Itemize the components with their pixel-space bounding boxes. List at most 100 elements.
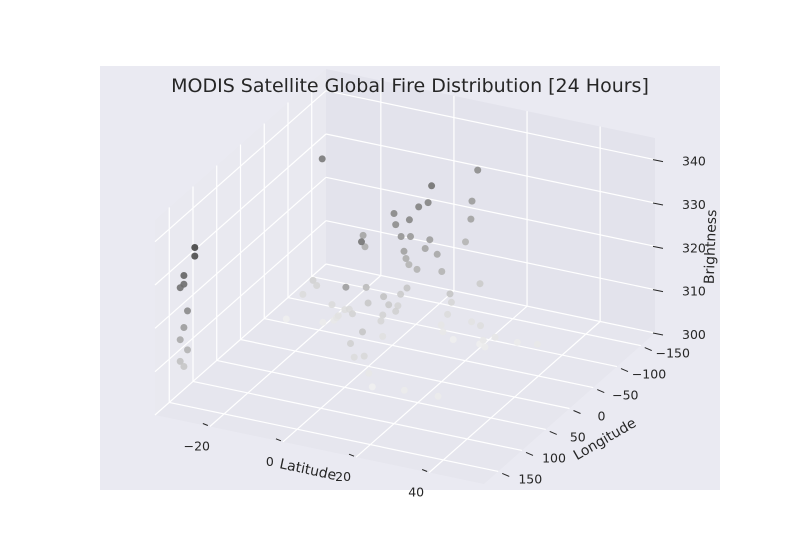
data-point	[180, 280, 188, 288]
data-point	[334, 312, 342, 320]
z-tick	[652, 289, 664, 293]
z-gridline	[325, 133, 656, 204]
data-point	[390, 210, 398, 217]
data-point	[362, 283, 370, 291]
y-tick	[549, 431, 557, 435]
data-point	[350, 353, 358, 361]
x-tick-label: −20	[184, 439, 210, 454]
data-points	[176, 155, 541, 400]
z-gridline	[154, 220, 327, 373]
y-tick	[573, 410, 581, 414]
data-point	[426, 236, 434, 244]
z-gridline	[325, 90, 656, 161]
z-gridline	[325, 176, 656, 247]
data-point	[533, 340, 541, 348]
y-tick-label: −150	[656, 346, 690, 361]
data-point	[299, 290, 307, 298]
chart-title: MODIS Satellite Global Fire Distribution…	[171, 75, 649, 97]
z-tick	[652, 245, 664, 249]
data-point	[434, 392, 442, 400]
data-point	[347, 340, 354, 347]
data-point	[368, 383, 376, 391]
y-tick-label: 100	[542, 450, 566, 465]
data-point	[176, 357, 184, 365]
data-point	[319, 318, 327, 326]
z-tick	[652, 159, 664, 163]
data-point	[479, 336, 487, 344]
data-point	[468, 197, 476, 205]
data-point	[328, 301, 336, 309]
data-point	[437, 321, 445, 329]
data-point	[403, 284, 411, 292]
y-gridline	[216, 359, 546, 431]
data-point	[191, 252, 199, 260]
data-point	[477, 322, 484, 330]
z-gridline	[154, 176, 327, 329]
data-point	[318, 155, 326, 163]
y-tick	[644, 347, 652, 352]
data-point	[474, 166, 482, 174]
data-point	[481, 343, 489, 351]
x-tick	[275, 438, 282, 442]
data-point	[462, 238, 469, 246]
z-gridline	[325, 263, 656, 334]
x-tick-label: 0	[266, 454, 274, 469]
x-tick	[202, 423, 209, 426]
data-point	[349, 310, 356, 318]
data-point	[433, 250, 441, 258]
data-point	[184, 307, 191, 315]
x-tick-label: 20	[335, 469, 351, 484]
x-tick	[421, 469, 428, 472]
data-point	[397, 233, 405, 240]
data-point	[380, 293, 388, 301]
y-tick-label: 150	[518, 471, 542, 486]
z-tick-label: 320	[682, 240, 706, 255]
y-tick	[502, 472, 510, 477]
y-gridline	[264, 317, 594, 389]
data-point	[313, 282, 321, 289]
y-tick	[597, 389, 605, 393]
z-tick	[652, 332, 664, 336]
data-point	[361, 243, 369, 251]
data-point	[421, 245, 429, 252]
data-point	[491, 333, 499, 341]
data-point	[180, 324, 188, 331]
z-tick-label: 330	[682, 197, 706, 212]
data-point	[377, 317, 385, 325]
data-point	[365, 369, 373, 377]
z-tick-label: 300	[682, 327, 706, 342]
data-point	[449, 336, 457, 343]
data-point	[405, 261, 413, 269]
y-tick-label: 50	[570, 430, 586, 445]
z-axis-label: Brightness	[702, 209, 721, 284]
data-point	[476, 280, 484, 288]
data-point	[468, 318, 476, 326]
y-tick-label: −50	[612, 388, 638, 403]
data-point	[405, 216, 413, 224]
data-point	[176, 336, 184, 344]
z-tick-label: 310	[682, 284, 706, 299]
data-point	[180, 272, 188, 279]
data-point	[428, 182, 436, 190]
data-point	[424, 199, 432, 207]
data-point	[392, 307, 400, 315]
data-point	[439, 328, 447, 336]
y-tick	[525, 451, 534, 456]
data-point	[392, 221, 400, 229]
data-point	[342, 283, 350, 291]
data-point	[364, 299, 372, 307]
data-point	[438, 268, 446, 275]
data-point	[446, 290, 454, 298]
data-point	[180, 363, 188, 370]
x-tick	[348, 453, 355, 457]
data-point	[385, 301, 393, 309]
data-point	[444, 310, 452, 318]
data-point	[467, 215, 475, 223]
data-point	[309, 276, 317, 284]
data-point	[397, 290, 405, 298]
data-point	[400, 386, 408, 394]
data-point	[359, 328, 366, 336]
